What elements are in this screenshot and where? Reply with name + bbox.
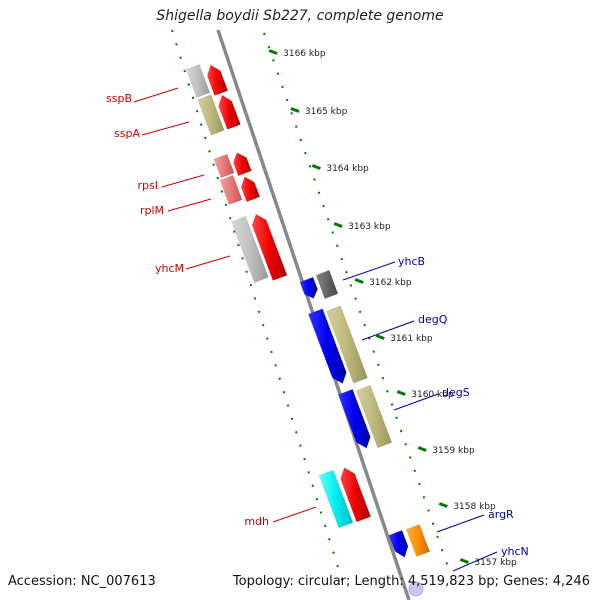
position-marker: [408, 581, 424, 597]
tick-label: 3162 kbp: [369, 278, 412, 288]
tick-label: 3166 kbp: [283, 49, 326, 59]
tick-label: 3164 kbp: [326, 164, 369, 174]
gene-rpsI-box: [213, 153, 235, 179]
gene-leader-line: [161, 174, 205, 188]
gene-mdh-arrow: [340, 467, 372, 523]
gene-sspB-arrow: [207, 64, 229, 96]
tick-mark: [290, 107, 300, 113]
gene-argR-arrow: [388, 530, 409, 558]
gene-leader-line: [141, 121, 190, 136]
genome-title: Shigella boydii Sb227, complete genome: [156, 8, 444, 24]
tick-mark: [396, 390, 406, 396]
gene-label-mdh: mdh: [244, 515, 269, 528]
tick-label: 3161 kbp: [390, 334, 433, 344]
genome-summary-text: Topology: circular; Length: 4,519,823 bp…: [232, 574, 590, 589]
gene-yhcB-arrow: [299, 276, 318, 299]
tick-label: 3163 kbp: [348, 222, 391, 232]
tick-label: 3157 kbp: [474, 558, 517, 568]
gene-yhcM-arrow: [251, 213, 288, 281]
gene-label-yhcB: yhcB: [398, 255, 425, 268]
gene-label-sspA: sspA: [114, 127, 140, 140]
tick-mark: [333, 222, 343, 228]
tick-mark: [438, 502, 448, 508]
gene-degS-box: [355, 384, 393, 449]
gene-label-yhcN: yhcN: [501, 545, 529, 558]
gene-label-rpsI: rpsI: [138, 179, 158, 192]
gene-label-degQ: degQ: [418, 313, 448, 326]
gene-sspA-arrow: [218, 94, 241, 130]
gene-yhcM-box: [231, 216, 269, 283]
tick-label: 3165 kbp: [305, 107, 348, 117]
gene-label-degS: degS: [442, 386, 470, 399]
gene-label-yhcM: yhcM: [155, 262, 184, 275]
gene-leader-line: [361, 320, 415, 341]
gene-rplM-arrow: [240, 176, 261, 203]
gene-label-argR: argR: [488, 508, 514, 521]
tick-label: 3158 kbp: [453, 502, 496, 512]
gene-degQ-box: [326, 305, 368, 384]
gene-rplM-box: [219, 175, 243, 205]
tick-label: 3160 kbp: [411, 390, 454, 400]
gene-yhcB-box: [315, 269, 339, 300]
gene-leader-line: [272, 506, 317, 523]
gene-mdh-box: [318, 469, 354, 529]
tick-mark: [268, 49, 278, 55]
gene-label-sspB: sspB: [106, 92, 132, 105]
tick-mark: [417, 446, 427, 452]
tick-mark: [311, 164, 321, 170]
gene-rpsI-arrow: [233, 152, 252, 177]
gene-leader-line: [436, 514, 485, 533]
gene-leader-line: [133, 87, 179, 103]
accession-text: Accession: NC_007613: [8, 574, 156, 589]
gene-degQ-arrow: [308, 308, 347, 384]
gene-leader-line: [393, 393, 439, 411]
tick-mark: [375, 334, 385, 340]
gene-degS-arrow: [338, 388, 371, 449]
gene-label-rplM: rplM: [140, 204, 164, 217]
gene-leader-line: [452, 551, 498, 572]
gene-leader-line: [185, 255, 231, 270]
gene-argR-box: [405, 524, 431, 557]
tick-mark: [459, 558, 469, 564]
gene-leader-line: [167, 198, 212, 212]
gene-leader-line: [342, 261, 396, 281]
gene-sspA-box: [197, 94, 225, 136]
tick-mark: [354, 278, 364, 284]
tick-label: 3159 kbp: [432, 446, 475, 456]
gene-sspB-box: [185, 64, 211, 98]
